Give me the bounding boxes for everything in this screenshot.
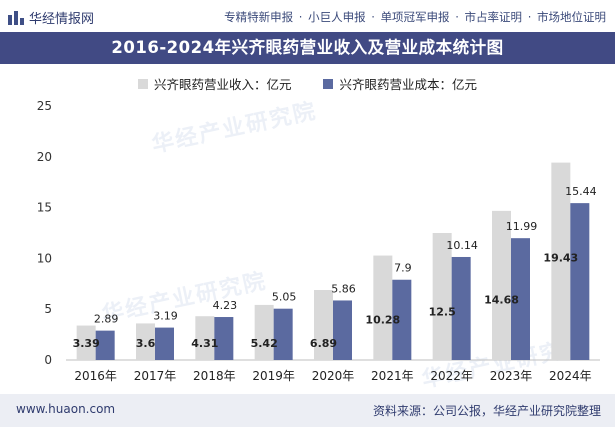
data-label-revenue: 6.89 <box>310 337 337 350</box>
bar-cost <box>392 279 412 360</box>
bar-revenue <box>136 323 155 360</box>
nav-separator: · <box>371 10 375 24</box>
legend-item-cost: 兴齐眼药营业成本：亿元 <box>323 74 477 93</box>
legend-swatch-cost <box>323 78 334 89</box>
footer-source: 资料来源：公司公报，华经产业研究院整理 <box>372 404 601 418</box>
data-label-cost: 5.05 <box>272 291 297 304</box>
bar-revenue <box>373 255 393 360</box>
y-tick-label: 10 <box>37 251 52 265</box>
nav-separator: · <box>298 10 303 24</box>
bar-revenue <box>76 325 96 360</box>
data-label-revenue: 19.43 <box>543 251 578 264</box>
bar-revenue <box>551 162 571 360</box>
x-tick-label: 2022年 <box>430 369 473 383</box>
x-tick-label: 2018年 <box>193 369 236 383</box>
bar-cost <box>451 256 471 360</box>
legend-label-revenue: 兴齐眼药营业收入：亿元 <box>153 77 292 92</box>
bar-revenue <box>432 233 452 360</box>
bar-chart: 0 5 10 15 20 25 3.39 2.89 2016年 3.6 3.19 2017年 4.31 4… <box>37 99 600 383</box>
x-tick-label: 2021年 <box>371 369 414 383</box>
nav-separator: · <box>455 10 459 24</box>
nav-separator: · <box>527 10 532 24</box>
nav-item-shichangdiwei[interactable]: 市场地位证明 <box>537 10 606 24</box>
bar-cost <box>511 238 530 360</box>
data-label-revenue: 10.28 <box>365 313 400 326</box>
data-label-cost: 10.14 <box>446 239 478 252</box>
nav-item-danxiangguanjun[interactable]: 单项冠军申报 <box>380 10 450 24</box>
nav-item-shizhanlv[interactable]: 市占率证明 <box>464 10 523 24</box>
data-label-cost: 11.99 <box>506 220 538 233</box>
x-tick-label: 2020年 <box>312 369 355 383</box>
y-tick-label: 20 <box>37 150 52 164</box>
data-label-cost: 7.9 <box>394 262 412 275</box>
nav-item-xiaojuren[interactable]: 小巨人申报 <box>308 10 366 24</box>
legend-item-revenue: 兴齐眼药营业收入：亿元 <box>137 74 292 93</box>
data-label-cost: 3.19 <box>153 310 178 323</box>
bar-revenue <box>492 210 511 360</box>
data-label-revenue: 3.6 <box>136 337 156 350</box>
data-label-cost: 15.44 <box>565 185 597 198</box>
bar-cost <box>95 330 115 360</box>
bar-cost <box>570 203 590 360</box>
y-tick-label: 5 <box>44 302 52 316</box>
bar-cost <box>155 327 174 360</box>
y-tick-label: 0 <box>44 353 52 367</box>
x-tick-label: 2023年 <box>490 369 533 383</box>
site-logo[interactable]: 华经情报网 <box>8 8 94 27</box>
legend-label-cost: 兴齐眼药营业成本：亿元 <box>339 77 477 92</box>
footer-url[interactable]: www.huaon.com <box>16 402 116 416</box>
bar-cost <box>273 308 293 360</box>
data-label-revenue: 3.39 <box>73 337 100 350</box>
data-label-cost: 4.23 <box>213 299 238 312</box>
bar-cost <box>214 317 234 360</box>
data-label-revenue: 4.31 <box>191 337 218 350</box>
y-tick-label: 25 <box>37 99 52 113</box>
legend-swatch-revenue <box>137 78 148 89</box>
logo-text: 华经情报网 <box>29 12 95 27</box>
x-tick-label: 2019年 <box>252 369 295 383</box>
x-tick-label: 2024年 <box>549 369 592 383</box>
bar-revenue <box>254 304 274 360</box>
footer: www.huaon.com 资料来源：公司公报，华经产业研究院整理 <box>0 394 615 427</box>
top-nav: 专精特新申报 · 小巨人申报 · 单项冠军申报 · 市占率证明 · 市场地位证明 <box>223 9 607 25</box>
bar-cost <box>333 300 352 360</box>
nav-item-zhuanjingtexin[interactable]: 专精特新申报 <box>224 10 294 24</box>
data-label-revenue: 12.5 <box>429 306 456 319</box>
bar-revenue <box>314 289 333 360</box>
data-label-cost: 5.86 <box>331 282 356 295</box>
data-label-revenue: 5.42 <box>251 337 278 350</box>
data-label-cost: 2.89 <box>94 313 119 326</box>
chart-legend: 兴齐眼药营业收入：亿元 兴齐眼药营业成本：亿元 <box>0 74 615 93</box>
x-tick-label: 2017年 <box>134 369 177 383</box>
chart-title: 2016-2024年兴齐眼药营业收入及营业成本统计图 <box>0 32 615 64</box>
bar-revenue <box>195 316 215 360</box>
x-tick-label: 2016年 <box>74 369 117 383</box>
top-bar: 华经情报网 专精特新申报 · 小巨人申报 · 单项冠军申报 · 市占率证明 · … <box>0 0 615 32</box>
y-tick-label: 15 <box>37 201 52 215</box>
data-label-revenue: 14.68 <box>484 293 519 306</box>
logo-icon <box>8 10 24 25</box>
